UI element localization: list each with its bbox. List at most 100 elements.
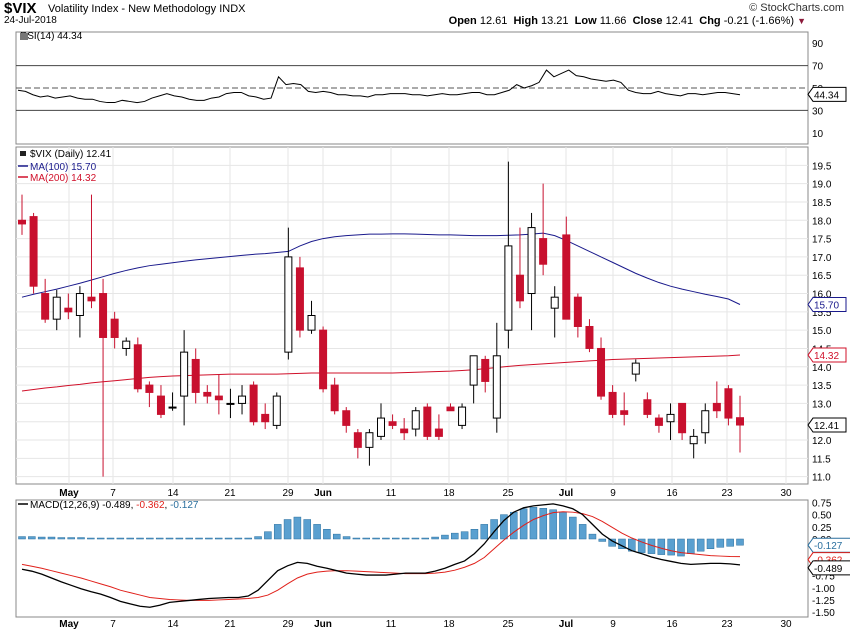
ma100-last-label: 15.70 xyxy=(814,301,839,312)
low-label: Low xyxy=(574,15,597,27)
macd-histogram-bar xyxy=(126,537,134,540)
price-tick-label: 15.5 xyxy=(812,308,832,319)
ma100-last-label-box xyxy=(807,297,847,313)
macd-histogram-bar xyxy=(254,536,262,540)
macd-histogram-bar xyxy=(559,511,567,540)
ma100-line xyxy=(21,232,741,305)
macd-histogram-bar xyxy=(234,537,243,540)
macd-histogram-bar xyxy=(155,537,164,540)
candle-body xyxy=(272,395,281,426)
candle-body xyxy=(342,410,351,426)
rsi-last-label-box xyxy=(807,86,847,102)
high-label: High xyxy=(513,15,538,27)
rsi-tick-label: 70 xyxy=(812,62,824,73)
macd-hist-last-label-box xyxy=(807,537,850,553)
date-tick-label: Jun xyxy=(314,488,332,499)
open-label: Open xyxy=(448,15,477,27)
macd-histogram-bar xyxy=(667,538,675,556)
macd-histogram-bar xyxy=(313,524,321,540)
rsi-legend-swatch xyxy=(20,33,28,40)
close-label: Close xyxy=(632,15,663,27)
candle-body xyxy=(133,344,142,390)
macd-histogram-bar xyxy=(18,536,26,540)
chart-date: 24-Jul-2018 xyxy=(4,15,57,26)
macd-histogram-bar xyxy=(706,538,715,549)
macd-date-tick-label: 25 xyxy=(502,619,514,630)
candle-body xyxy=(156,395,165,415)
chg-label: Chg xyxy=(699,15,721,27)
price-tick-label: 19.5 xyxy=(812,161,832,172)
macd-date-tick-label: Jun xyxy=(314,619,332,630)
macd-histogram-bar xyxy=(500,514,508,540)
date-tick-label: 7 xyxy=(110,488,116,499)
candle-body xyxy=(52,296,61,320)
watermark: © StockCharts.com xyxy=(749,2,844,14)
candle-body xyxy=(122,340,131,349)
price-tick-label: 13.0 xyxy=(812,399,832,410)
macd-last-label: -0.489 xyxy=(814,564,843,575)
date-tick-label: 29 xyxy=(282,488,294,499)
candle-body xyxy=(18,219,26,225)
symbol-title: $VIX xyxy=(4,0,37,17)
macd-histogram-bar xyxy=(392,537,400,540)
candle-body xyxy=(238,395,247,404)
price-legend-swatch xyxy=(20,151,26,156)
macd-histogram-bar xyxy=(451,532,459,540)
rsi-tick-label: 90 xyxy=(812,39,824,50)
candle-body xyxy=(99,293,108,338)
candle-body xyxy=(180,351,189,397)
macd-hist-last-label: -0.127 xyxy=(814,541,843,552)
price-tick-label: 18.5 xyxy=(812,198,832,209)
macd-histogram-bar xyxy=(470,529,479,540)
macd-last-label-box xyxy=(807,560,850,576)
macd-histogram-bar xyxy=(480,524,489,540)
macd-legend: MACD(12,26,9) -0.489, -0.362, -0.127 xyxy=(30,500,199,511)
candle-body xyxy=(469,355,478,386)
macd-histogram-bar xyxy=(637,538,646,553)
macd-histogram-bar xyxy=(57,537,66,540)
macd-date-tick-label: 14 xyxy=(167,619,179,630)
candle-body xyxy=(319,329,328,390)
date-tick-label: 14 xyxy=(167,488,179,499)
candle-body xyxy=(701,410,710,434)
rsi-legend: RSI(14) 44.34 xyxy=(20,31,83,42)
macd-histogram-bar xyxy=(696,538,705,552)
macd-histogram-bar xyxy=(116,537,125,540)
macd-histogram-bar xyxy=(578,524,587,540)
candle-body xyxy=(446,406,455,412)
price-tick-label: 11.5 xyxy=(812,454,831,465)
candle-body xyxy=(75,293,84,316)
macd-histogram-bar xyxy=(687,538,695,554)
chg-value: -0.21 (-1.66%) xyxy=(723,15,795,27)
ma200-last-label-box xyxy=(807,347,847,363)
macd-histogram-bar xyxy=(736,538,744,546)
high-value: 13.21 xyxy=(541,15,569,27)
price-last-label-box xyxy=(807,417,847,433)
candle-body xyxy=(214,395,223,401)
candle-body xyxy=(330,384,339,412)
price-tick-label: 16.5 xyxy=(812,271,832,282)
macd-date-tick-label: 23 xyxy=(721,619,733,630)
macd-histogram-bar xyxy=(421,537,430,540)
macd-histogram-bar xyxy=(323,529,331,540)
candle-body xyxy=(249,384,258,423)
candle-body xyxy=(307,315,316,331)
ohlc-summary: Open 12.61 High 13.21 Low 11.66 Close 12… xyxy=(449,15,806,27)
open-value: 12.61 xyxy=(479,15,508,27)
low-value: 11.66 xyxy=(599,15,627,27)
macd-date-tick-label: May xyxy=(59,619,79,630)
price-tick-label: 16.0 xyxy=(812,290,832,301)
candle-body xyxy=(110,318,119,338)
macd-histogram-bar xyxy=(490,519,498,540)
macd-histogram-bar xyxy=(146,537,154,540)
macd-tick-label: -1.50 xyxy=(812,608,835,619)
macd-histogram-bar xyxy=(411,537,420,540)
macd-date-tick-label: 21 xyxy=(224,619,236,630)
candle-body xyxy=(203,391,212,397)
macd-histogram-bar xyxy=(401,537,410,540)
price-panel xyxy=(15,146,809,485)
date-tick-label: 18 xyxy=(443,488,455,499)
macd-histogram-bar xyxy=(47,536,56,540)
macd-histogram-bar xyxy=(362,537,370,540)
macd-histogram-bar xyxy=(205,537,213,540)
